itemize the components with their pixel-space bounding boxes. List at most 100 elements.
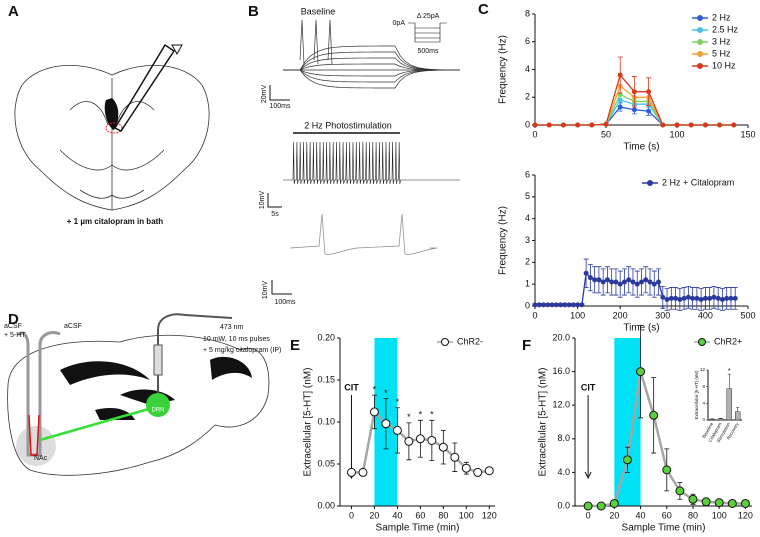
y-tick-label: 5 bbox=[525, 191, 530, 201]
data-point bbox=[589, 122, 595, 128]
x-tick-label: 0 bbox=[532, 129, 537, 139]
data-point bbox=[690, 295, 696, 301]
bar bbox=[726, 388, 733, 421]
voltage-traces bbox=[267, 19, 461, 295]
data-point bbox=[592, 277, 598, 283]
legend-marker bbox=[647, 180, 653, 186]
x-tick-label: 0 bbox=[532, 310, 537, 320]
y-tick-label: 4 bbox=[702, 401, 705, 406]
data-point bbox=[609, 498, 619, 508]
data-point bbox=[719, 296, 725, 302]
scale-bar bbox=[267, 193, 282, 208]
data-point bbox=[688, 494, 698, 504]
protocol-label: Δ 25pA bbox=[417, 13, 440, 20]
projection bbox=[39, 406, 153, 442]
data-point bbox=[545, 302, 551, 308]
data-point bbox=[639, 279, 644, 285]
probe-label: + 5-HT bbox=[4, 332, 26, 339]
brain-structures bbox=[59, 78, 165, 210]
y-tick-label: 16.0 bbox=[552, 366, 570, 376]
data-point bbox=[636, 367, 646, 377]
x-axis-label: Sample Time (min) bbox=[622, 523, 706, 534]
scale-bar bbox=[271, 280, 292, 295]
error-bar bbox=[736, 407, 740, 412]
scale-label: 10mV bbox=[259, 191, 266, 210]
data-point bbox=[702, 295, 708, 301]
data-point bbox=[714, 498, 724, 508]
data-point bbox=[662, 465, 672, 475]
data-point bbox=[731, 122, 737, 128]
step-trace bbox=[283, 69, 461, 77]
pipette bbox=[113, 43, 176, 132]
data-point bbox=[575, 122, 581, 128]
panel-label: D bbox=[8, 311, 19, 328]
legend-label: ChR2- bbox=[457, 336, 483, 346]
protocol-label: 500ms bbox=[417, 48, 439, 55]
y-tick-label: 0 bbox=[702, 417, 705, 422]
data-point bbox=[562, 302, 568, 308]
data-point bbox=[600, 279, 606, 285]
data-point bbox=[701, 497, 711, 507]
annotation: CIT bbox=[344, 382, 359, 392]
legend-label: 2.5 Hz bbox=[712, 24, 739, 34]
data-point bbox=[609, 279, 615, 285]
panel-label: F bbox=[522, 337, 531, 354]
scale-label: 10mV bbox=[262, 281, 269, 300]
data-point bbox=[685, 294, 691, 300]
data-point bbox=[427, 435, 437, 445]
y-tick-label: 4 bbox=[525, 64, 530, 74]
data-point bbox=[587, 275, 593, 281]
legend-label: 3 Hz bbox=[712, 36, 731, 46]
significance: * bbox=[396, 397, 400, 407]
data-point bbox=[694, 295, 700, 301]
data-point bbox=[647, 279, 653, 285]
protocol-label: 0pA bbox=[393, 20, 406, 27]
data-point bbox=[617, 104, 623, 110]
bath-note: + 1 µm citalopram in bath bbox=[67, 217, 164, 226]
stim-trace bbox=[283, 141, 460, 185]
membrane bbox=[28, 414, 40, 456]
data-point bbox=[717, 122, 723, 128]
data-point bbox=[698, 296, 704, 302]
axes bbox=[339, 338, 495, 507]
x-tick-label: 300 bbox=[655, 310, 670, 320]
data-point bbox=[727, 498, 737, 508]
significance: * bbox=[407, 412, 411, 422]
data-point bbox=[688, 122, 694, 128]
data-point bbox=[532, 122, 538, 128]
data-point bbox=[583, 501, 593, 511]
data-point bbox=[674, 122, 680, 128]
data-point bbox=[579, 302, 585, 308]
data-point bbox=[473, 467, 483, 477]
ferrule bbox=[153, 344, 163, 376]
data-point bbox=[711, 294, 717, 300]
x-tick-label: 120 bbox=[482, 510, 497, 520]
x-tick-label: 60 bbox=[415, 510, 425, 520]
data-point bbox=[346, 467, 356, 477]
x-tick-label: 100 bbox=[669, 129, 684, 139]
data-point bbox=[381, 419, 391, 429]
spike bbox=[299, 19, 305, 65]
y-tick-label: 8 bbox=[702, 384, 705, 389]
spike bbox=[327, 19, 333, 65]
significance: * bbox=[419, 410, 423, 420]
legend-marker bbox=[698, 338, 706, 346]
bar bbox=[709, 418, 716, 421]
data-point bbox=[702, 122, 708, 128]
data-point bbox=[570, 302, 576, 308]
y-axis-label: Extracellular [5-HT] (nM) bbox=[694, 370, 699, 420]
data-point bbox=[677, 296, 683, 302]
legend-marker bbox=[697, 27, 703, 33]
data-point bbox=[622, 455, 632, 465]
laser-label: + 5 mg/kg citalopram (IP) bbox=[203, 347, 281, 354]
y-tick-label: 3 bbox=[525, 235, 530, 245]
fiber-tracts bbox=[60, 356, 252, 420]
y-axis-label: Extracellular [5-HT] (nM) bbox=[538, 368, 549, 477]
y-tick-label: 4.0 bbox=[557, 467, 570, 477]
nac-region bbox=[16, 426, 56, 466]
y-tick-label: 0.05 bbox=[317, 458, 335, 468]
data-point bbox=[646, 89, 652, 95]
y-axis-label: Frequency (Hz) bbox=[498, 206, 509, 275]
y-tick-label: 0 bbox=[525, 300, 530, 310]
legend-marker bbox=[697, 51, 703, 57]
